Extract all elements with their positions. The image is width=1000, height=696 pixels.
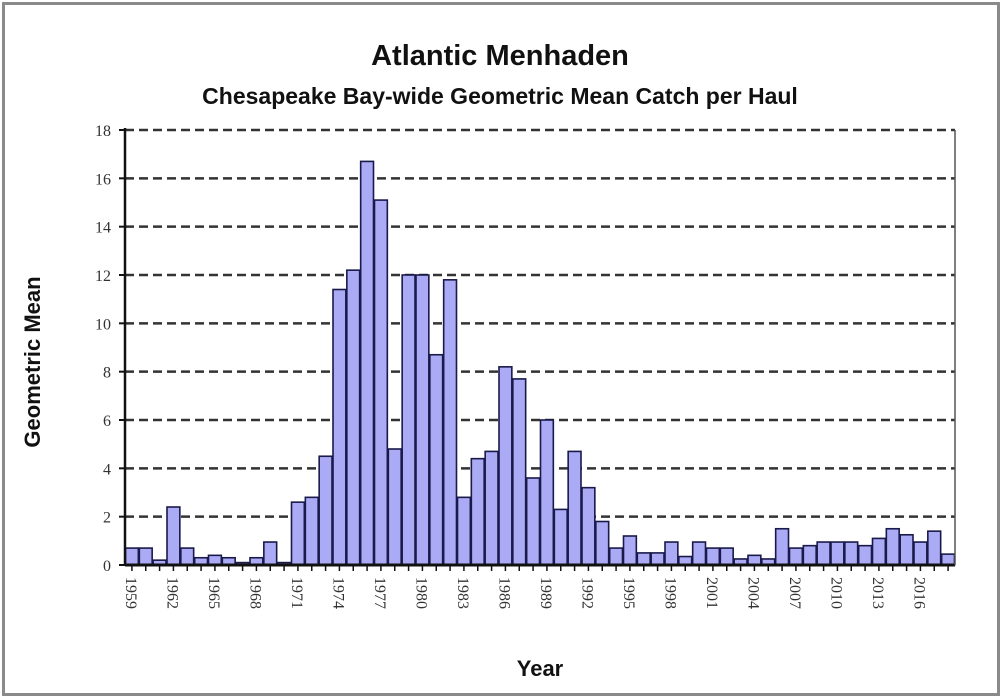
x-tick-label: 1968 xyxy=(246,577,263,609)
bar xyxy=(664,541,679,566)
bar xyxy=(304,496,319,566)
y-tick-label: 4 xyxy=(103,461,111,478)
y-tick-label: 10 xyxy=(95,316,111,333)
bar xyxy=(539,419,555,566)
x-tick-label: 1959 xyxy=(122,577,139,609)
x-tick-label: 2010 xyxy=(827,577,844,609)
bar xyxy=(456,496,472,566)
bar xyxy=(885,527,900,566)
y-tick-label: 16 xyxy=(95,171,111,188)
bar xyxy=(927,530,942,566)
bar xyxy=(415,274,430,566)
bar xyxy=(705,547,721,566)
bar xyxy=(816,541,831,566)
bar xyxy=(180,547,195,566)
x-tick-label: 1974 xyxy=(329,577,346,609)
bar xyxy=(318,455,333,566)
x-tick-label: 1983 xyxy=(454,577,471,609)
x-axis-label: Year xyxy=(516,656,564,681)
bar xyxy=(429,353,444,566)
bar xyxy=(512,378,527,566)
x-tick-label: 2007 xyxy=(786,577,803,609)
y-tick-label: 8 xyxy=(103,365,111,382)
bar xyxy=(373,199,389,566)
bar xyxy=(470,457,485,566)
bar xyxy=(802,544,817,566)
bar xyxy=(608,547,624,566)
bar xyxy=(774,527,790,566)
x-tick-label: 1980 xyxy=(412,577,429,609)
bar xyxy=(387,448,402,566)
bar xyxy=(622,535,638,566)
bar xyxy=(332,288,347,566)
x-tick-label: 2001 xyxy=(703,577,720,609)
x-tick-label: 1965 xyxy=(205,577,222,609)
y-tick-label: 0 xyxy=(103,558,111,575)
bar xyxy=(498,366,513,566)
chart-title: Atlantic Menhaden xyxy=(371,40,629,72)
bar xyxy=(166,506,181,566)
x-tick-label: 1992 xyxy=(578,577,595,609)
x-tick-label: 1989 xyxy=(537,577,554,609)
x-tick-label: 1986 xyxy=(495,577,512,609)
bar xyxy=(788,547,804,566)
x-tick-label: 1998 xyxy=(661,577,678,609)
bar xyxy=(553,508,568,566)
bar xyxy=(871,537,887,566)
y-tick-label: 14 xyxy=(95,220,111,237)
x-tick-label: 1971 xyxy=(288,577,305,609)
bar xyxy=(442,279,458,566)
x-tick-label: 2016 xyxy=(910,577,927,609)
bar xyxy=(581,486,596,566)
y-tick-label: 12 xyxy=(95,268,111,285)
bar xyxy=(940,553,956,566)
bar xyxy=(567,450,582,566)
bar xyxy=(844,541,859,566)
bar xyxy=(359,160,375,566)
bar xyxy=(401,274,416,566)
chart-subtitle: Chesapeake Bay-wide Geometric Mean Catch… xyxy=(202,83,798,109)
bar xyxy=(719,547,734,566)
x-tick-label: 2004 xyxy=(744,577,761,609)
bar xyxy=(290,501,306,566)
y-tick-label: 18 xyxy=(95,123,111,140)
bar xyxy=(830,541,845,566)
x-tick-label: 1962 xyxy=(163,577,180,609)
bar xyxy=(691,541,707,566)
x-tick-label: 2013 xyxy=(869,577,886,609)
bar xyxy=(484,450,499,566)
bar xyxy=(595,520,610,566)
bar xyxy=(263,541,278,566)
bar xyxy=(650,552,665,566)
bar xyxy=(138,547,153,566)
x-tick-label: 1995 xyxy=(620,577,637,609)
bar xyxy=(899,533,914,566)
bar xyxy=(857,544,873,566)
bar xyxy=(346,269,361,566)
y-tick-label: 2 xyxy=(103,510,111,527)
y-tick-label: 6 xyxy=(103,413,111,430)
bar xyxy=(636,552,651,566)
bar xyxy=(525,477,541,566)
bar xyxy=(124,547,140,566)
bar xyxy=(913,541,928,566)
x-tick-label: 1977 xyxy=(371,577,388,609)
